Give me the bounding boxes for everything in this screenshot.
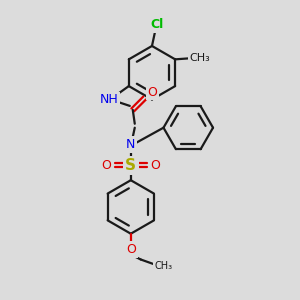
Text: N: N bbox=[126, 138, 136, 151]
Text: O: O bbox=[126, 243, 136, 256]
Text: O: O bbox=[151, 159, 160, 172]
Text: O: O bbox=[148, 85, 158, 98]
Text: S: S bbox=[125, 158, 136, 173]
Text: Cl: Cl bbox=[150, 18, 164, 31]
Text: CH₃: CH₃ bbox=[154, 261, 172, 272]
Text: O: O bbox=[101, 159, 111, 172]
Text: CH₃: CH₃ bbox=[190, 53, 210, 63]
Text: NH: NH bbox=[100, 94, 118, 106]
